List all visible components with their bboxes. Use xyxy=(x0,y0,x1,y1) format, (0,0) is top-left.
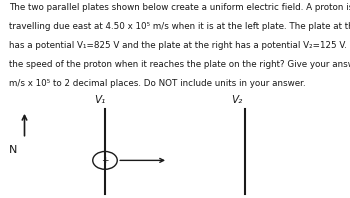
Text: has a potential V₁=825 V and the plate at the right has a potential V₂=125 V. Wh: has a potential V₁=825 V and the plate a… xyxy=(9,41,350,50)
Text: V₂: V₂ xyxy=(231,95,242,105)
Text: m/s x 10⁵ to 2 decimal places. Do NOT include units in your answer.: m/s x 10⁵ to 2 decimal places. Do NOT in… xyxy=(9,79,305,88)
Text: the speed of the proton when it reaches the plate on the right? Give your answer: the speed of the proton when it reaches … xyxy=(9,60,350,69)
Text: N: N xyxy=(9,145,18,155)
Text: travelling due east at 4.50 x 10⁵ m/s when it is at the left plate. The plate at: travelling due east at 4.50 x 10⁵ m/s wh… xyxy=(9,22,350,31)
Text: The two parallel plates shown below create a uniform electric field. A proton is: The two parallel plates shown below crea… xyxy=(9,3,350,12)
Text: +: + xyxy=(101,156,109,165)
Text: V₁: V₁ xyxy=(94,95,106,105)
